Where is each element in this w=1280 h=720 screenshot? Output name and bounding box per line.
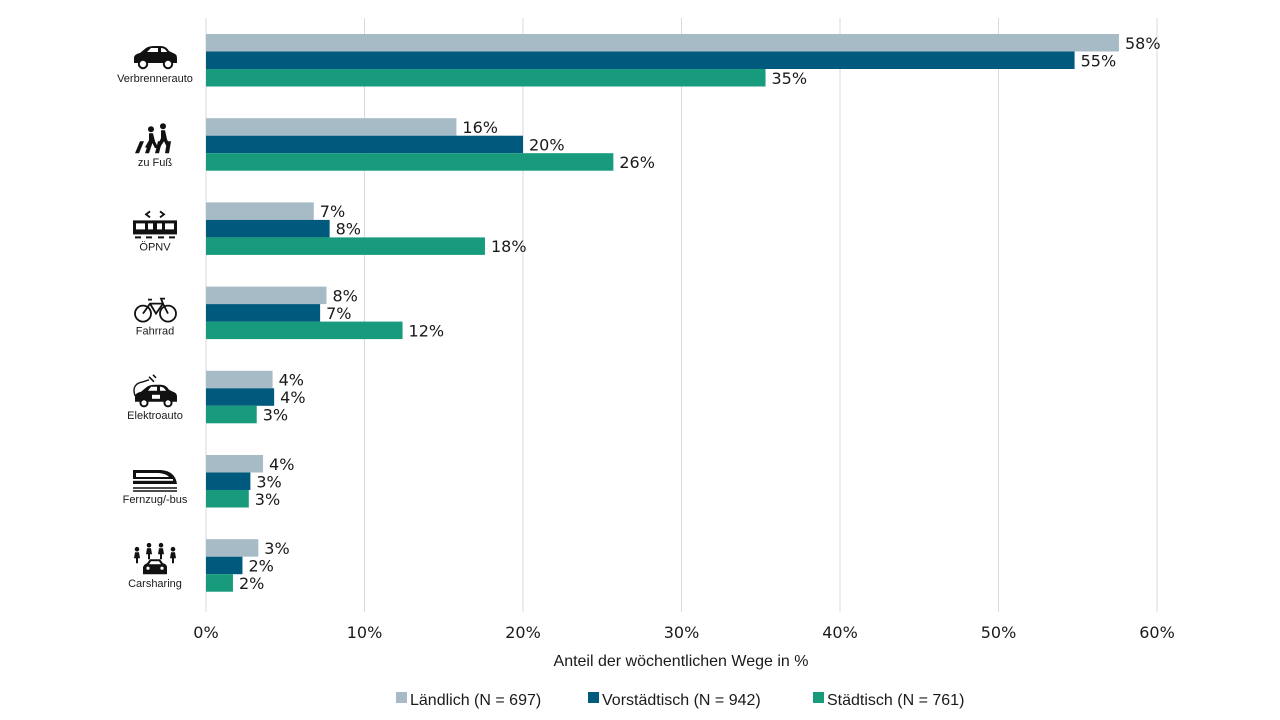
category-axis: Verbrennerauto zu Fuß ÖPNV Fahrrad Elektroau… bbox=[117, 46, 193, 590]
bars bbox=[206, 34, 1119, 592]
legend: Ländlich (N = 697) Vorstädtisch (N = 942)… bbox=[396, 692, 964, 709]
bar-data-label: 4% bbox=[280, 388, 305, 407]
bar-data-label: 26% bbox=[619, 153, 655, 172]
car-icon bbox=[134, 46, 177, 70]
bar bbox=[206, 118, 457, 136]
pedestrian-icon bbox=[135, 123, 171, 154]
bar-data-label: 3% bbox=[256, 472, 281, 491]
bar-data-label: 4% bbox=[279, 371, 304, 390]
legend-entry: Vorstädtisch (N = 942) bbox=[602, 692, 761, 709]
bar bbox=[206, 286, 327, 305]
bar-data-label: 58% bbox=[1125, 34, 1161, 53]
tram-icon bbox=[133, 210, 177, 239]
x-tick-label: 20% bbox=[505, 623, 541, 642]
category-label: zu Fuß bbox=[138, 157, 173, 169]
data-labels: 58%55%35%16%20%26%7%8%18%8%7%12%4%4%3%4%… bbox=[239, 34, 1161, 593]
carsharing-icon bbox=[134, 542, 176, 575]
bar-data-label: 8% bbox=[336, 220, 361, 239]
bar bbox=[206, 490, 249, 508]
bicycle-icon bbox=[134, 297, 177, 323]
bar-data-label: 8% bbox=[332, 286, 357, 305]
bar bbox=[206, 219, 330, 238]
bar-data-label: 20% bbox=[529, 135, 565, 154]
category-label: Carsharing bbox=[128, 578, 182, 590]
bar bbox=[206, 370, 273, 389]
bar-data-label: 3% bbox=[264, 539, 289, 558]
bar bbox=[206, 34, 1119, 52]
x-axis-title: Anteil der wöchentlichen Wege in % bbox=[554, 653, 809, 670]
bar bbox=[206, 69, 766, 87]
bar bbox=[206, 556, 243, 575]
bar-data-label: 4% bbox=[269, 455, 294, 474]
gridlines bbox=[205, 18, 1158, 612]
x-tick-label: 30% bbox=[664, 623, 700, 642]
bar-data-label: 7% bbox=[320, 202, 345, 221]
bar bbox=[206, 388, 275, 406]
bar-data-label: 55% bbox=[1081, 51, 1117, 70]
x-tick-label: 10% bbox=[347, 623, 383, 642]
legend-swatch bbox=[396, 692, 407, 703]
x-tick-label: 60% bbox=[1139, 623, 1175, 642]
bar bbox=[206, 455, 264, 473]
bar-data-label: 2% bbox=[248, 556, 273, 575]
bar-data-label: 18% bbox=[491, 237, 527, 256]
legend-entry: Ländlich (N = 697) bbox=[410, 692, 541, 709]
bar bbox=[206, 202, 314, 220]
train-icon bbox=[133, 470, 177, 492]
bar-data-label: 7% bbox=[326, 304, 351, 323]
bar bbox=[206, 574, 233, 592]
electric-car-icon bbox=[133, 374, 177, 408]
category-label: ÖPNV bbox=[139, 241, 171, 253]
bar bbox=[206, 304, 321, 322]
legend-swatch bbox=[813, 692, 824, 703]
bar-data-label: 12% bbox=[409, 321, 445, 340]
bar bbox=[206, 321, 403, 340]
x-tick-label: 50% bbox=[981, 623, 1017, 642]
legend-swatch bbox=[588, 692, 599, 703]
x-axis-ticks: 0% 10% 20% 30% 40% 50% 60% bbox=[193, 623, 1174, 642]
category-label: Elektroauto bbox=[127, 410, 183, 422]
bar bbox=[206, 153, 614, 171]
legend-entry: Städtisch (N = 761) bbox=[827, 692, 964, 709]
x-tick-label: 40% bbox=[822, 623, 858, 642]
bar bbox=[206, 539, 259, 557]
category-label: Verbrennerauto bbox=[117, 73, 193, 85]
bar-data-label: 3% bbox=[263, 406, 288, 425]
bar-data-label: 2% bbox=[239, 574, 264, 593]
x-tick-label: 0% bbox=[193, 623, 218, 642]
bar bbox=[206, 472, 251, 490]
bar-data-label: 16% bbox=[462, 118, 498, 137]
category-label: Fahrrad bbox=[136, 326, 175, 338]
bar-data-label: 35% bbox=[772, 69, 808, 88]
category-label: Fernzug/-bus bbox=[123, 494, 188, 506]
bar bbox=[206, 405, 257, 424]
bar bbox=[206, 237, 485, 255]
bar-data-label: 3% bbox=[255, 490, 280, 509]
bar bbox=[206, 51, 1075, 69]
bar bbox=[206, 135, 523, 154]
